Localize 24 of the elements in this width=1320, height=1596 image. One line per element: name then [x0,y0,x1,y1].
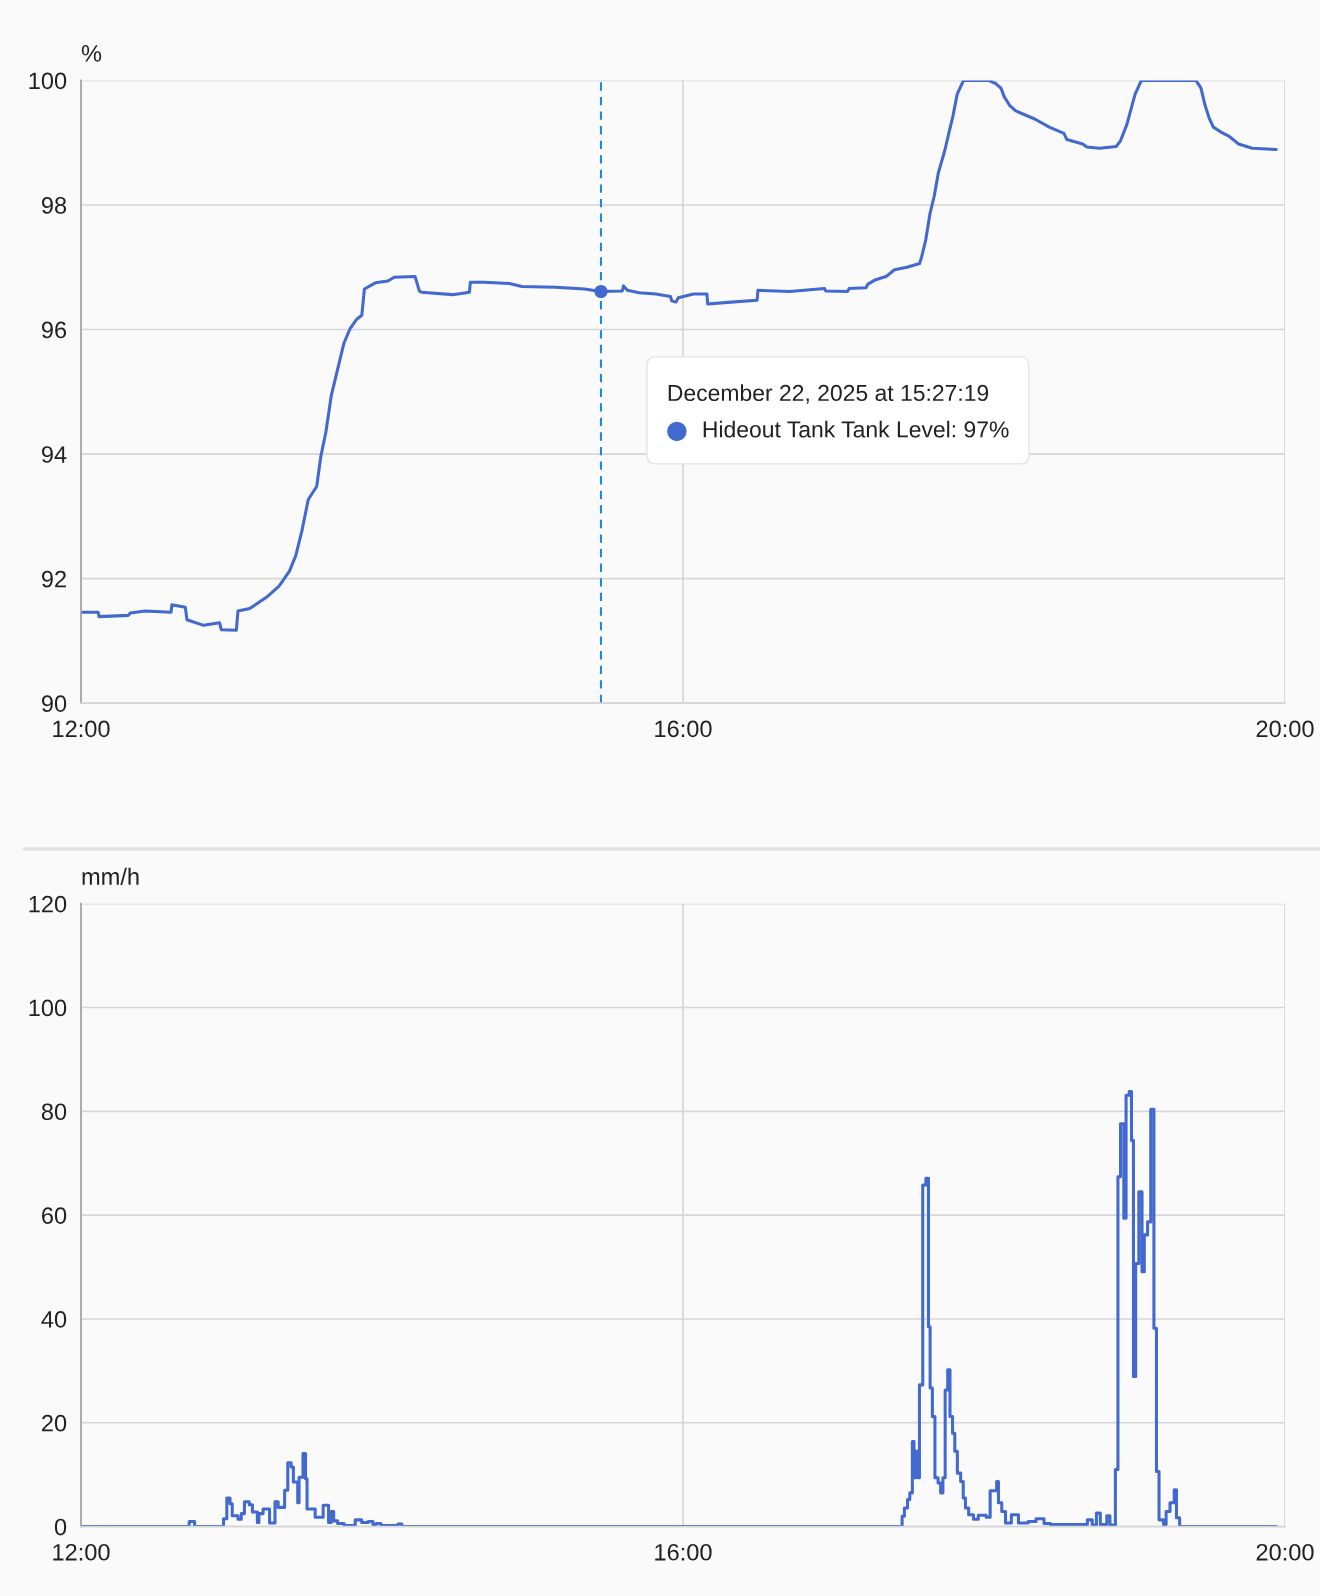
x-tick-label: 12:00 [53,1543,110,1561]
y-tick-label: 96 [41,321,67,339]
annotation: Hideout Tank Tank Level: 97% [703,420,1009,438]
y-tick-label: 120 [29,895,67,913]
y-tick-label: 94 [41,446,67,463]
annotation: December 22, 2025 at 15:27:19 [668,384,989,404]
x-tick-label: 12:00 [53,720,110,738]
y-tick-label: 20 [42,1414,67,1432]
x-tick-label: 16:00 [655,1543,712,1561]
line-series [81,80,1278,632]
y-tick-label: 98 [41,197,67,214]
x-tick-label: 20:00 [1256,1543,1314,1561]
y-tick-label: 80 [41,1103,67,1121]
y-tick-label: 60 [42,1207,67,1224]
x-tick-label: 20:00 [1256,720,1314,738]
y-tick-label: 100 [29,999,67,1017]
y-tick-label: 90 [41,695,67,712]
y-axis-title: mm/h [82,867,139,886]
y-tick-label: 0 [54,1518,67,1536]
y-axis-title: % [81,45,102,62]
y-tick-label: 100 [29,72,67,90]
x-tick-label: 16:00 [655,720,712,738]
y-tick-label: 40 [41,1311,67,1328]
y-tick-label: 92 [41,570,66,588]
